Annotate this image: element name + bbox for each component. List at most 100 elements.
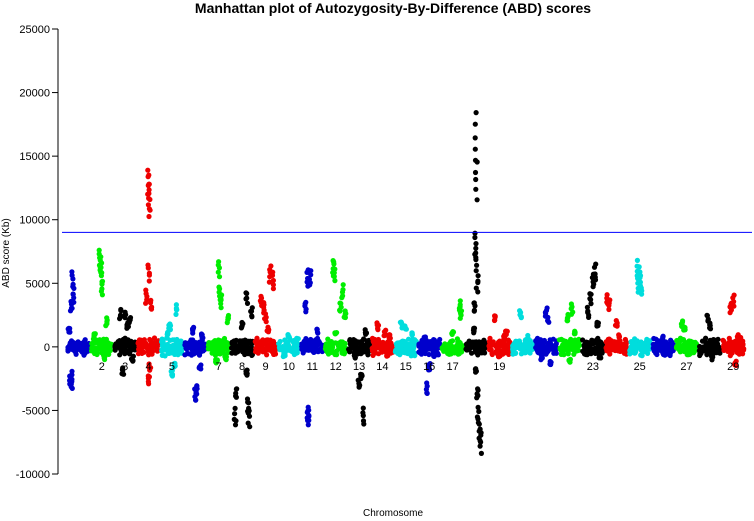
data-point xyxy=(517,345,523,351)
data-point xyxy=(174,307,180,313)
data-point xyxy=(219,292,225,298)
data-point xyxy=(475,279,481,286)
data-point xyxy=(584,304,591,310)
data-point xyxy=(334,352,340,358)
data-point xyxy=(389,342,395,349)
data-point xyxy=(487,335,493,341)
data-point xyxy=(118,308,124,314)
data-point xyxy=(346,346,352,352)
data-point xyxy=(727,353,733,359)
data-point xyxy=(266,347,273,353)
data-point xyxy=(314,336,320,343)
data-point xyxy=(269,272,276,278)
data-point xyxy=(145,373,151,379)
data-point xyxy=(173,311,179,317)
data-point xyxy=(327,349,333,355)
data-point xyxy=(709,347,715,353)
data-point xyxy=(339,339,346,345)
data-point xyxy=(312,349,318,355)
data-point xyxy=(224,320,230,326)
data-point xyxy=(264,328,270,334)
data-point xyxy=(246,405,252,411)
data-point xyxy=(232,422,239,428)
data-point xyxy=(682,326,688,332)
data-point xyxy=(130,340,136,346)
data-point xyxy=(185,351,191,357)
chromosome-label: 12 xyxy=(330,361,342,373)
data-point xyxy=(242,339,248,345)
chromosome-label: 16 xyxy=(423,361,435,373)
data-point xyxy=(475,289,481,295)
data-point xyxy=(680,342,687,348)
data-point xyxy=(71,299,77,305)
data-point xyxy=(623,348,629,355)
data-point xyxy=(613,344,619,351)
data-point xyxy=(441,342,447,348)
chromosome-label: 9 xyxy=(262,361,268,373)
data-point xyxy=(513,350,519,356)
data-point xyxy=(190,340,196,346)
data-point xyxy=(122,315,128,321)
data-point xyxy=(300,345,306,351)
data-point xyxy=(583,339,589,345)
data-point xyxy=(634,257,641,263)
data-point xyxy=(591,264,598,270)
data-point xyxy=(381,333,387,339)
data-point xyxy=(475,386,481,392)
data-point xyxy=(129,344,135,350)
data-point xyxy=(101,352,107,358)
data-point xyxy=(339,350,345,356)
chromosome-label: 5 xyxy=(169,361,175,373)
data-point xyxy=(145,202,151,208)
data-point xyxy=(472,340,478,346)
data-point xyxy=(646,346,652,352)
data-point xyxy=(328,340,334,346)
data-point xyxy=(146,206,152,212)
data-point xyxy=(588,291,594,297)
data-point xyxy=(303,309,309,315)
data-point xyxy=(704,352,710,358)
y-tick-label: -5000 xyxy=(22,405,50,417)
data-point xyxy=(502,342,508,348)
data-point xyxy=(146,272,152,278)
data-point xyxy=(334,348,340,354)
data-point xyxy=(147,336,153,343)
data-point xyxy=(473,366,479,372)
data-point xyxy=(174,336,180,343)
data-point xyxy=(478,439,484,445)
chromosome-label: 3 xyxy=(122,361,128,373)
data-point xyxy=(701,344,707,351)
data-point xyxy=(457,315,463,321)
data-point xyxy=(655,339,661,345)
data-point xyxy=(145,265,151,271)
data-point xyxy=(332,340,338,346)
data-point xyxy=(564,318,570,324)
data-point xyxy=(636,264,642,270)
data-point xyxy=(146,213,152,220)
data-point xyxy=(342,346,348,352)
data-point xyxy=(215,337,221,343)
data-point xyxy=(218,301,224,307)
data-point xyxy=(146,187,152,193)
data-point xyxy=(147,300,154,306)
data-point xyxy=(249,314,255,320)
data-point xyxy=(307,340,313,346)
chromosome-label: 15 xyxy=(400,361,412,373)
data-point xyxy=(668,337,674,343)
data-point xyxy=(325,336,331,342)
y-tick-label: 10000 xyxy=(19,215,50,227)
data-point xyxy=(696,348,703,354)
data-point xyxy=(524,337,530,343)
data-point xyxy=(556,337,563,343)
data-point xyxy=(586,314,592,320)
data-point xyxy=(145,167,151,173)
data-point xyxy=(474,197,480,203)
data-point xyxy=(197,363,203,369)
data-point xyxy=(190,344,196,350)
data-point xyxy=(340,282,346,288)
data-point xyxy=(67,308,74,314)
data-point xyxy=(477,346,483,352)
data-point xyxy=(403,326,409,332)
y-tick-label: -10000 xyxy=(16,469,50,481)
data-point xyxy=(331,261,337,267)
